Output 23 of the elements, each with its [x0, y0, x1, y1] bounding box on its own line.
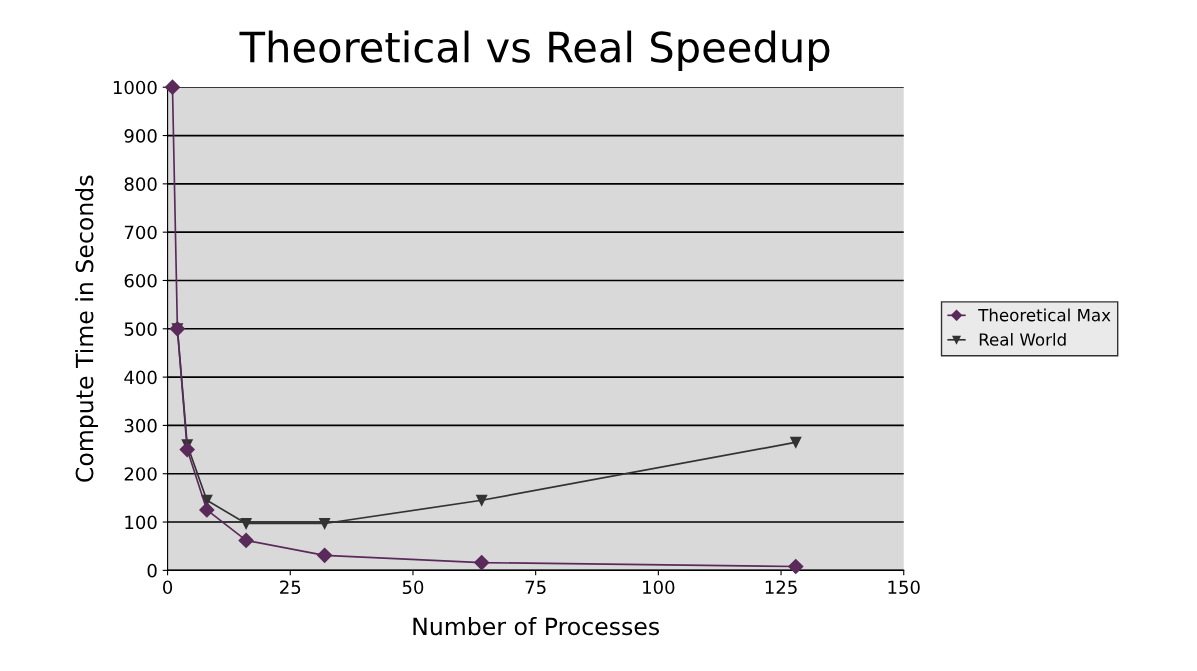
y-tick-label: 0	[147, 563, 157, 578]
x-tick-label: 25	[280, 580, 301, 595]
x-tick-label: 150	[888, 580, 920, 595]
x-tick-label: 0	[163, 580, 173, 595]
y-tick-label: 800	[124, 177, 157, 191]
y-tick-label: 500	[124, 322, 157, 336]
x-tick-label: 50	[402, 580, 424, 595]
x-tick-label: 100	[643, 580, 675, 595]
y-tick-label: 400	[124, 370, 157, 385]
legend-label: Real World	[979, 332, 1066, 346]
y-tick-label: 200	[124, 467, 157, 481]
y-axis-title: Compute Time in Seconds	[75, 175, 99, 482]
y-tick-label: 600	[124, 273, 157, 288]
x-axis-title: Number of Processes	[413, 616, 660, 636]
chart-title: Theoretical vs Real Speedup	[239, 30, 830, 71]
y-tick-label: 1000	[113, 80, 157, 95]
legend-label: Theoretical Max	[978, 308, 1111, 322]
x-tick-label: 125	[765, 580, 797, 595]
y-tick-label: 900	[124, 129, 157, 143]
y-tick-label: 700	[124, 225, 157, 240]
y-tick-label: 100	[125, 515, 157, 530]
x-tick-label: 75	[525, 580, 546, 595]
y-tick-label: 300	[124, 418, 157, 433]
